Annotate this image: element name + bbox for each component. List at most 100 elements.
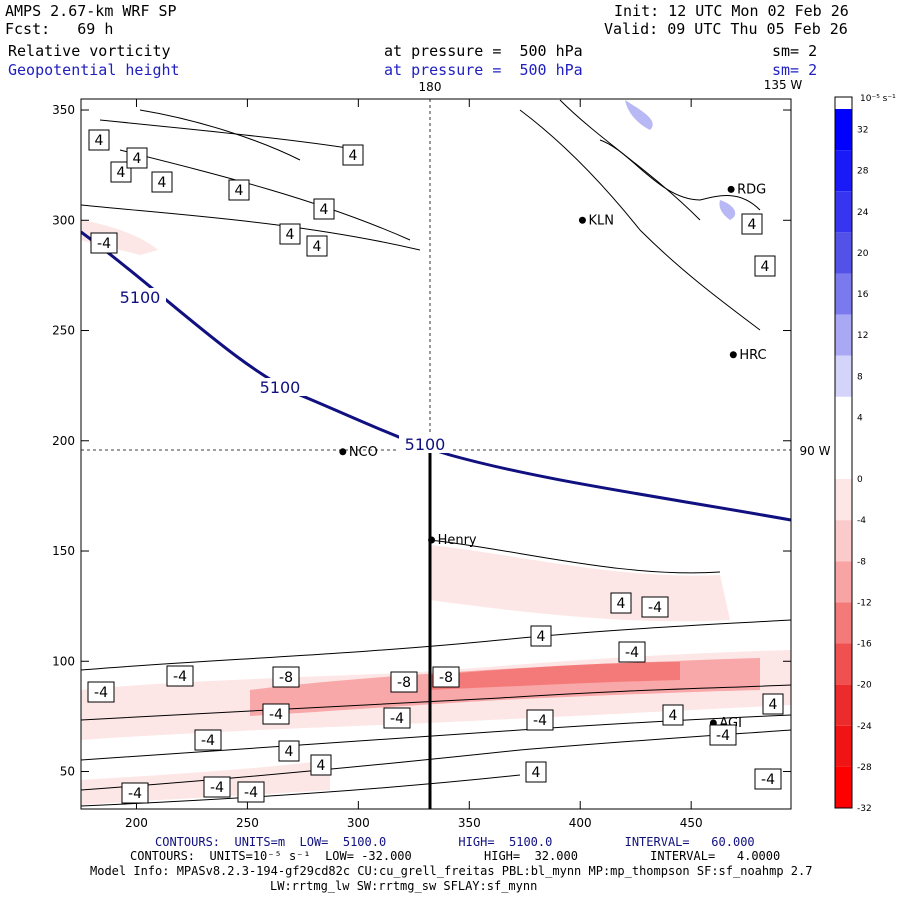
colorbar-label: -32 (857, 804, 872, 814)
lon-label-180: 180 (419, 80, 442, 94)
vorticity-shade-strong (430, 662, 680, 690)
vorticity-label: 4 (537, 629, 546, 645)
vorticity-label: -4 (210, 780, 224, 796)
vorticity-label: -4 (244, 785, 258, 801)
station-label: RDG (737, 182, 766, 197)
colorbar-label: 20 (857, 249, 869, 259)
x-axis: 200 250 300 350 400 450 (125, 99, 703, 830)
vorticity-label: 4 (748, 217, 757, 233)
colorbar-label: -16 (857, 640, 872, 650)
vorticity-shade-nw (81, 220, 158, 255)
vorticity-label: -8 (439, 670, 453, 686)
colorbar-label: 16 (857, 290, 869, 300)
vorticity-label-box (88, 129, 110, 151)
station-label: NCO (349, 445, 378, 460)
vorticity-label-box (194, 729, 222, 751)
vorticity-label-box (87, 681, 115, 703)
vorticity-label-box (126, 147, 148, 169)
init-time: Init: 12 UTC Mon 02 Feb 26 (614, 2, 849, 20)
vorticity-label: 4 (286, 227, 295, 243)
station-marker (727, 185, 735, 193)
vorticity-label-box (383, 707, 411, 729)
vorticity-label-box (228, 179, 250, 201)
colorbar-swatch (835, 520, 852, 562)
vorticity-label: 4 (761, 259, 770, 275)
x-tick-label: 250 (236, 816, 259, 830)
vorticity-label: 4 (349, 148, 358, 164)
colorbar-swatch (835, 684, 852, 726)
lon-label-135w: 135 W (764, 78, 803, 92)
colorbar-swatch (835, 355, 852, 397)
height-contour-label: 5100 (405, 435, 446, 454)
vorticity-label-box (526, 709, 554, 731)
colorbar: 32 28 24 20 16 12 8 4 0 -4 -8 -12 -16 -20 -24 -28 -32 (834, 96, 872, 814)
vorticity-label: -4 (269, 707, 283, 723)
vorticity-label: 4 (317, 758, 326, 774)
valid-time: Valid: 09 UTC Thu 05 Feb 26 (604, 20, 848, 38)
colorbar-swatch (835, 725, 852, 767)
colorbar-label: -20 (857, 681, 872, 691)
vorticity-label: -8 (397, 675, 411, 691)
vorticity-label-box (110, 161, 132, 183)
vorticity-label-box (121, 782, 149, 804)
colorbar-swatch (835, 479, 852, 521)
footer-model-info: Model Info: MPASv8.2.3-194-gf29cd82c CU:… (90, 864, 813, 878)
field2-level: at pressure = 500 hPa (384, 61, 583, 79)
colorbar-label: 28 (857, 167, 869, 177)
vorticity-label-box (709, 724, 737, 746)
vorticity-label: 4 (285, 744, 294, 760)
vorticity-label: -8 (279, 670, 293, 686)
colorbar-label: -12 (857, 598, 872, 608)
model-title: AMPS 2.67-km WRF SP (5, 2, 177, 20)
vorticity-label: -4 (97, 236, 111, 252)
y-tick-label: 250 (52, 324, 75, 338)
vorticity-label-box (278, 740, 300, 762)
colorbar-swatch (835, 191, 852, 233)
vorticity-label-box (306, 235, 328, 257)
colorbar-label: -8 (857, 557, 866, 567)
vorticity-label-box (90, 232, 118, 254)
station-marker (578, 216, 586, 224)
vorticity-label-box (641, 596, 669, 618)
footer-height-contours: CONTOURS: UNITS=m LOW= 5100.0 HIGH= 5100… (155, 835, 755, 849)
colorbar-swatch (835, 314, 852, 356)
vorticity-label-box (432, 666, 460, 688)
plot-frame (80, 98, 792, 810)
vorticity-label: 4 (669, 708, 678, 724)
vorticity-label: -4 (94, 685, 108, 701)
vorticity-label-box (618, 641, 646, 663)
vorticity-label-box (662, 704, 684, 726)
x-tick-label: 350 (458, 816, 481, 830)
footer-model-physics: LW:rrtmg_lw SW:rrtmg_sw SFLAY:sf_mynn (270, 879, 538, 893)
x-tick-label: 200 (125, 816, 148, 830)
vorticity-label: -4 (761, 772, 775, 788)
field1-level: at pressure = 500 hPa (384, 42, 583, 60)
colorbar-swatch (835, 396, 852, 438)
y-tick-label: 200 (52, 434, 75, 448)
vorticity-label-box (390, 671, 418, 693)
vorticity-label: 4 (158, 175, 167, 191)
colorbar-label: 0 (857, 475, 863, 485)
x-tick-label: 300 (347, 816, 370, 830)
x-tick-label: 400 (569, 816, 592, 830)
vorticity-label: 4 (532, 765, 541, 781)
vorticity-label: 4 (769, 697, 778, 713)
vorticity-label-box (762, 693, 784, 715)
vorticity-label: -4 (648, 600, 662, 616)
field2-smoothing: sm= 2 (772, 61, 818, 79)
vorticity-label: 4 (235, 183, 244, 199)
colorbar-label: -4 (857, 516, 866, 526)
map-fields (81, 99, 791, 809)
colorbar-swatch (835, 766, 852, 808)
height-label-bg (114, 288, 166, 306)
vorticity-shade-rdg (719, 200, 736, 220)
vorticity-shade-ne (625, 100, 653, 130)
colorbar-label: 4 (857, 413, 863, 423)
vorticity-label-box (741, 213, 763, 235)
vorticity-label-box (610, 592, 632, 614)
vorticity-label-box (203, 776, 231, 798)
vorticity-label: 4 (117, 165, 126, 181)
colorbar-swatch (835, 150, 852, 192)
y-tick-label: 350 (52, 103, 75, 117)
